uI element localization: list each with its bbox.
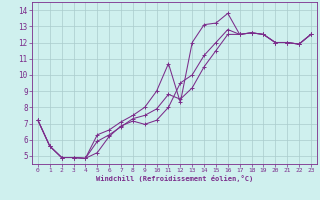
- X-axis label: Windchill (Refroidissement éolien,°C): Windchill (Refroidissement éolien,°C): [96, 175, 253, 182]
